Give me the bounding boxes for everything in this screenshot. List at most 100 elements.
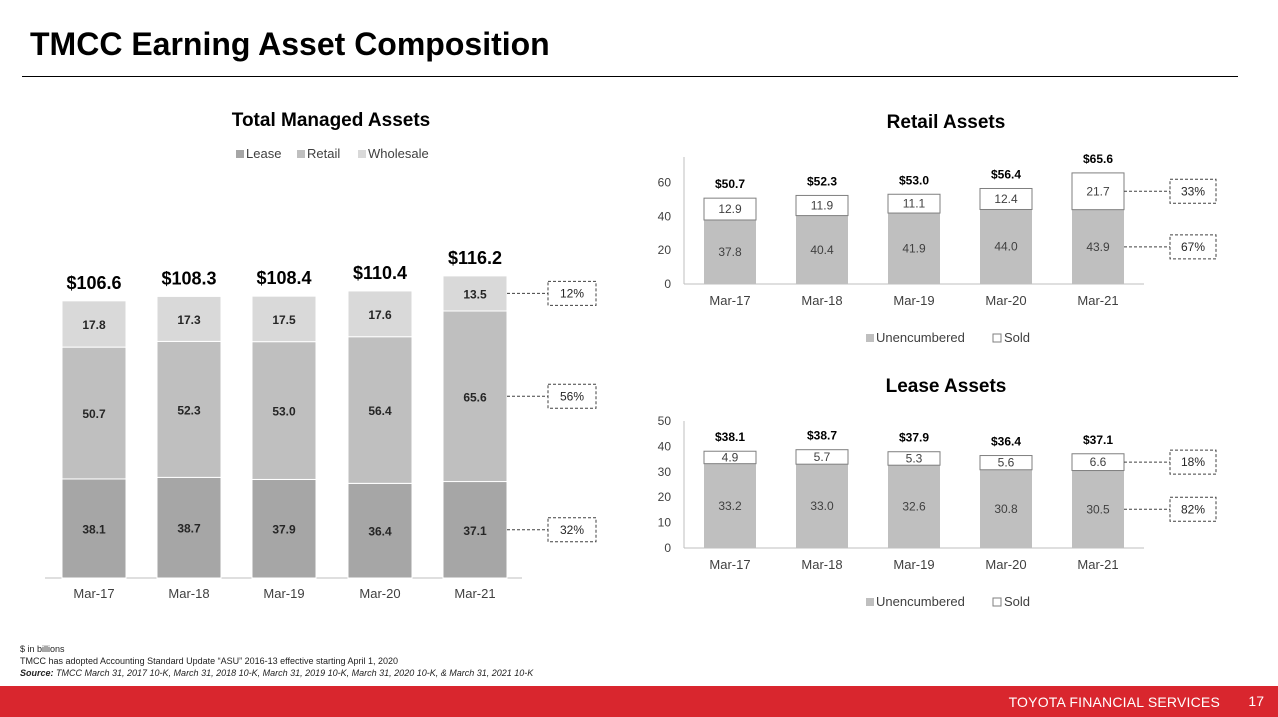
- data-label-sold: 21.7: [1086, 184, 1110, 198]
- bar-lease: [156, 476, 222, 579]
- legend-swatch-unencumbered: [866, 598, 874, 606]
- bar-unencumbered: [1072, 470, 1124, 548]
- data-label-sold: 11.1: [903, 197, 926, 211]
- data-label-unencumbered: 33.0: [810, 499, 834, 513]
- total-label: $56.4: [991, 167, 1021, 181]
- callout-box: [1169, 449, 1217, 475]
- bar-retail: [251, 341, 317, 480]
- y-tick-label: 60: [658, 175, 672, 189]
- data-label-unencumbered: 43.9: [1086, 240, 1110, 254]
- legend-label-unencumbered: Unencumbered: [876, 594, 965, 609]
- page-title: TMCC Earning Asset Composition: [30, 26, 550, 62]
- data-label-sold: 12.4: [994, 192, 1018, 206]
- data-label-lease: 37.9: [272, 523, 296, 537]
- footnotes: $ in billions TMCC has adopted Accountin…: [20, 643, 533, 679]
- bar-sold: [703, 450, 757, 465]
- title-divider: [22, 76, 1238, 77]
- total-label: $50.7: [715, 177, 745, 191]
- total-label: $52.3: [807, 174, 837, 188]
- data-label-unencumbered: 33.2: [718, 499, 742, 513]
- data-label-sold: 5.6: [998, 456, 1015, 470]
- data-label-retail: 56.4: [368, 404, 392, 418]
- bar-wholesale: [156, 295, 222, 342]
- callout-label: 18%: [1181, 455, 1205, 469]
- bar-lease: [442, 481, 508, 579]
- callout-box: [1169, 178, 1217, 204]
- legend-label-retail: Retail: [307, 146, 340, 161]
- x-tick-label: Mar-18: [801, 293, 842, 308]
- data-label-lease: 36.4: [368, 525, 392, 539]
- data-label-wholesale: 13.5: [463, 287, 487, 301]
- data-label-sold: 12.9: [718, 202, 742, 216]
- data-label-lease: 38.1: [82, 522, 106, 536]
- x-tick-label: Mar-19: [893, 557, 934, 572]
- callout-box: [547, 517, 597, 543]
- legend-label-wholesale: Wholesale: [368, 146, 429, 161]
- data-label-lease: 37.1: [463, 524, 487, 538]
- callout-label: 56%: [560, 389, 584, 403]
- bar-unencumbered: [888, 213, 940, 284]
- data-label-unencumbered: 41.9: [902, 242, 926, 256]
- total-label: $106.6: [66, 273, 121, 293]
- y-tick-label: 40: [658, 439, 672, 453]
- data-label-wholesale: 17.3: [177, 313, 201, 327]
- legend-label-sold: Sold: [1004, 330, 1030, 345]
- total-label: $53.0: [899, 173, 929, 187]
- y-tick-label: 30: [658, 465, 672, 479]
- callout-label: 32%: [560, 523, 584, 537]
- bar-sold: [887, 193, 941, 214]
- chart-title: Total Managed Assets: [232, 110, 431, 131]
- bar-retail: [442, 310, 508, 483]
- callout-label: 12%: [560, 286, 584, 300]
- callout-box: [1169, 234, 1217, 260]
- legend-swatch-sold: [992, 333, 1002, 343]
- asu-note: TMCC has adopted Accounting Standard Upd…: [20, 656, 399, 666]
- bar-unencumbered: [796, 215, 848, 284]
- data-label-unencumbered: 37.8: [718, 245, 742, 259]
- bar-sold: [795, 194, 849, 217]
- data-label-sold: 5.3: [906, 451, 923, 465]
- x-tick-label: Mar-20: [359, 586, 400, 601]
- data-label-unencumbered: 40.4: [810, 243, 834, 257]
- data-label-unencumbered: 30.5: [1086, 502, 1110, 516]
- callout-label: 82%: [1181, 502, 1205, 516]
- total-label: $110.4: [353, 263, 407, 283]
- bar-lease: [347, 482, 413, 579]
- data-label-sold: 5.7: [814, 450, 831, 464]
- legend-swatch-sold: [992, 597, 1002, 607]
- legend-swatch-retail: [297, 150, 305, 158]
- callout-label: 33%: [1181, 184, 1205, 198]
- total-label: $108.3: [161, 268, 216, 288]
- source-label: Source:: [20, 668, 54, 678]
- x-tick-label: Mar-20: [985, 557, 1026, 572]
- bar-sold: [703, 197, 757, 221]
- bar-unencumbered: [980, 209, 1032, 284]
- data-label-retail: 52.3: [177, 403, 201, 417]
- bar-lease: [251, 478, 317, 579]
- total-label: $37.9: [899, 431, 929, 445]
- data-label-unencumbered: 30.8: [994, 502, 1018, 516]
- x-tick-label: Mar-19: [893, 293, 934, 308]
- total-label: $38.1: [715, 430, 745, 444]
- data-label-sold: 11.9: [811, 199, 834, 213]
- data-label-wholesale: 17.5: [272, 313, 296, 327]
- x-tick-label: Mar-21: [454, 586, 495, 601]
- y-tick-label: 20: [658, 490, 672, 504]
- bar-sold: [887, 451, 941, 466]
- total-label: $37.1: [1083, 433, 1113, 447]
- y-tick-label: 10: [658, 516, 672, 530]
- data-label-wholesale: 17.6: [368, 308, 392, 322]
- chart-title: Lease Assets: [886, 376, 1007, 397]
- x-tick-label: Mar-21: [1077, 557, 1118, 572]
- page-number: 17: [1248, 693, 1264, 709]
- legend-label-sold: Sold: [1004, 594, 1030, 609]
- y-tick-label: 0: [664, 541, 671, 555]
- total-label: $116.2: [448, 248, 502, 268]
- total-label: $65.6: [1083, 152, 1113, 166]
- bar-unencumbered: [704, 219, 756, 284]
- legend-swatch-unencumbered: [866, 334, 874, 342]
- x-tick-label: Mar-18: [168, 586, 209, 601]
- x-tick-label: Mar-17: [709, 557, 750, 572]
